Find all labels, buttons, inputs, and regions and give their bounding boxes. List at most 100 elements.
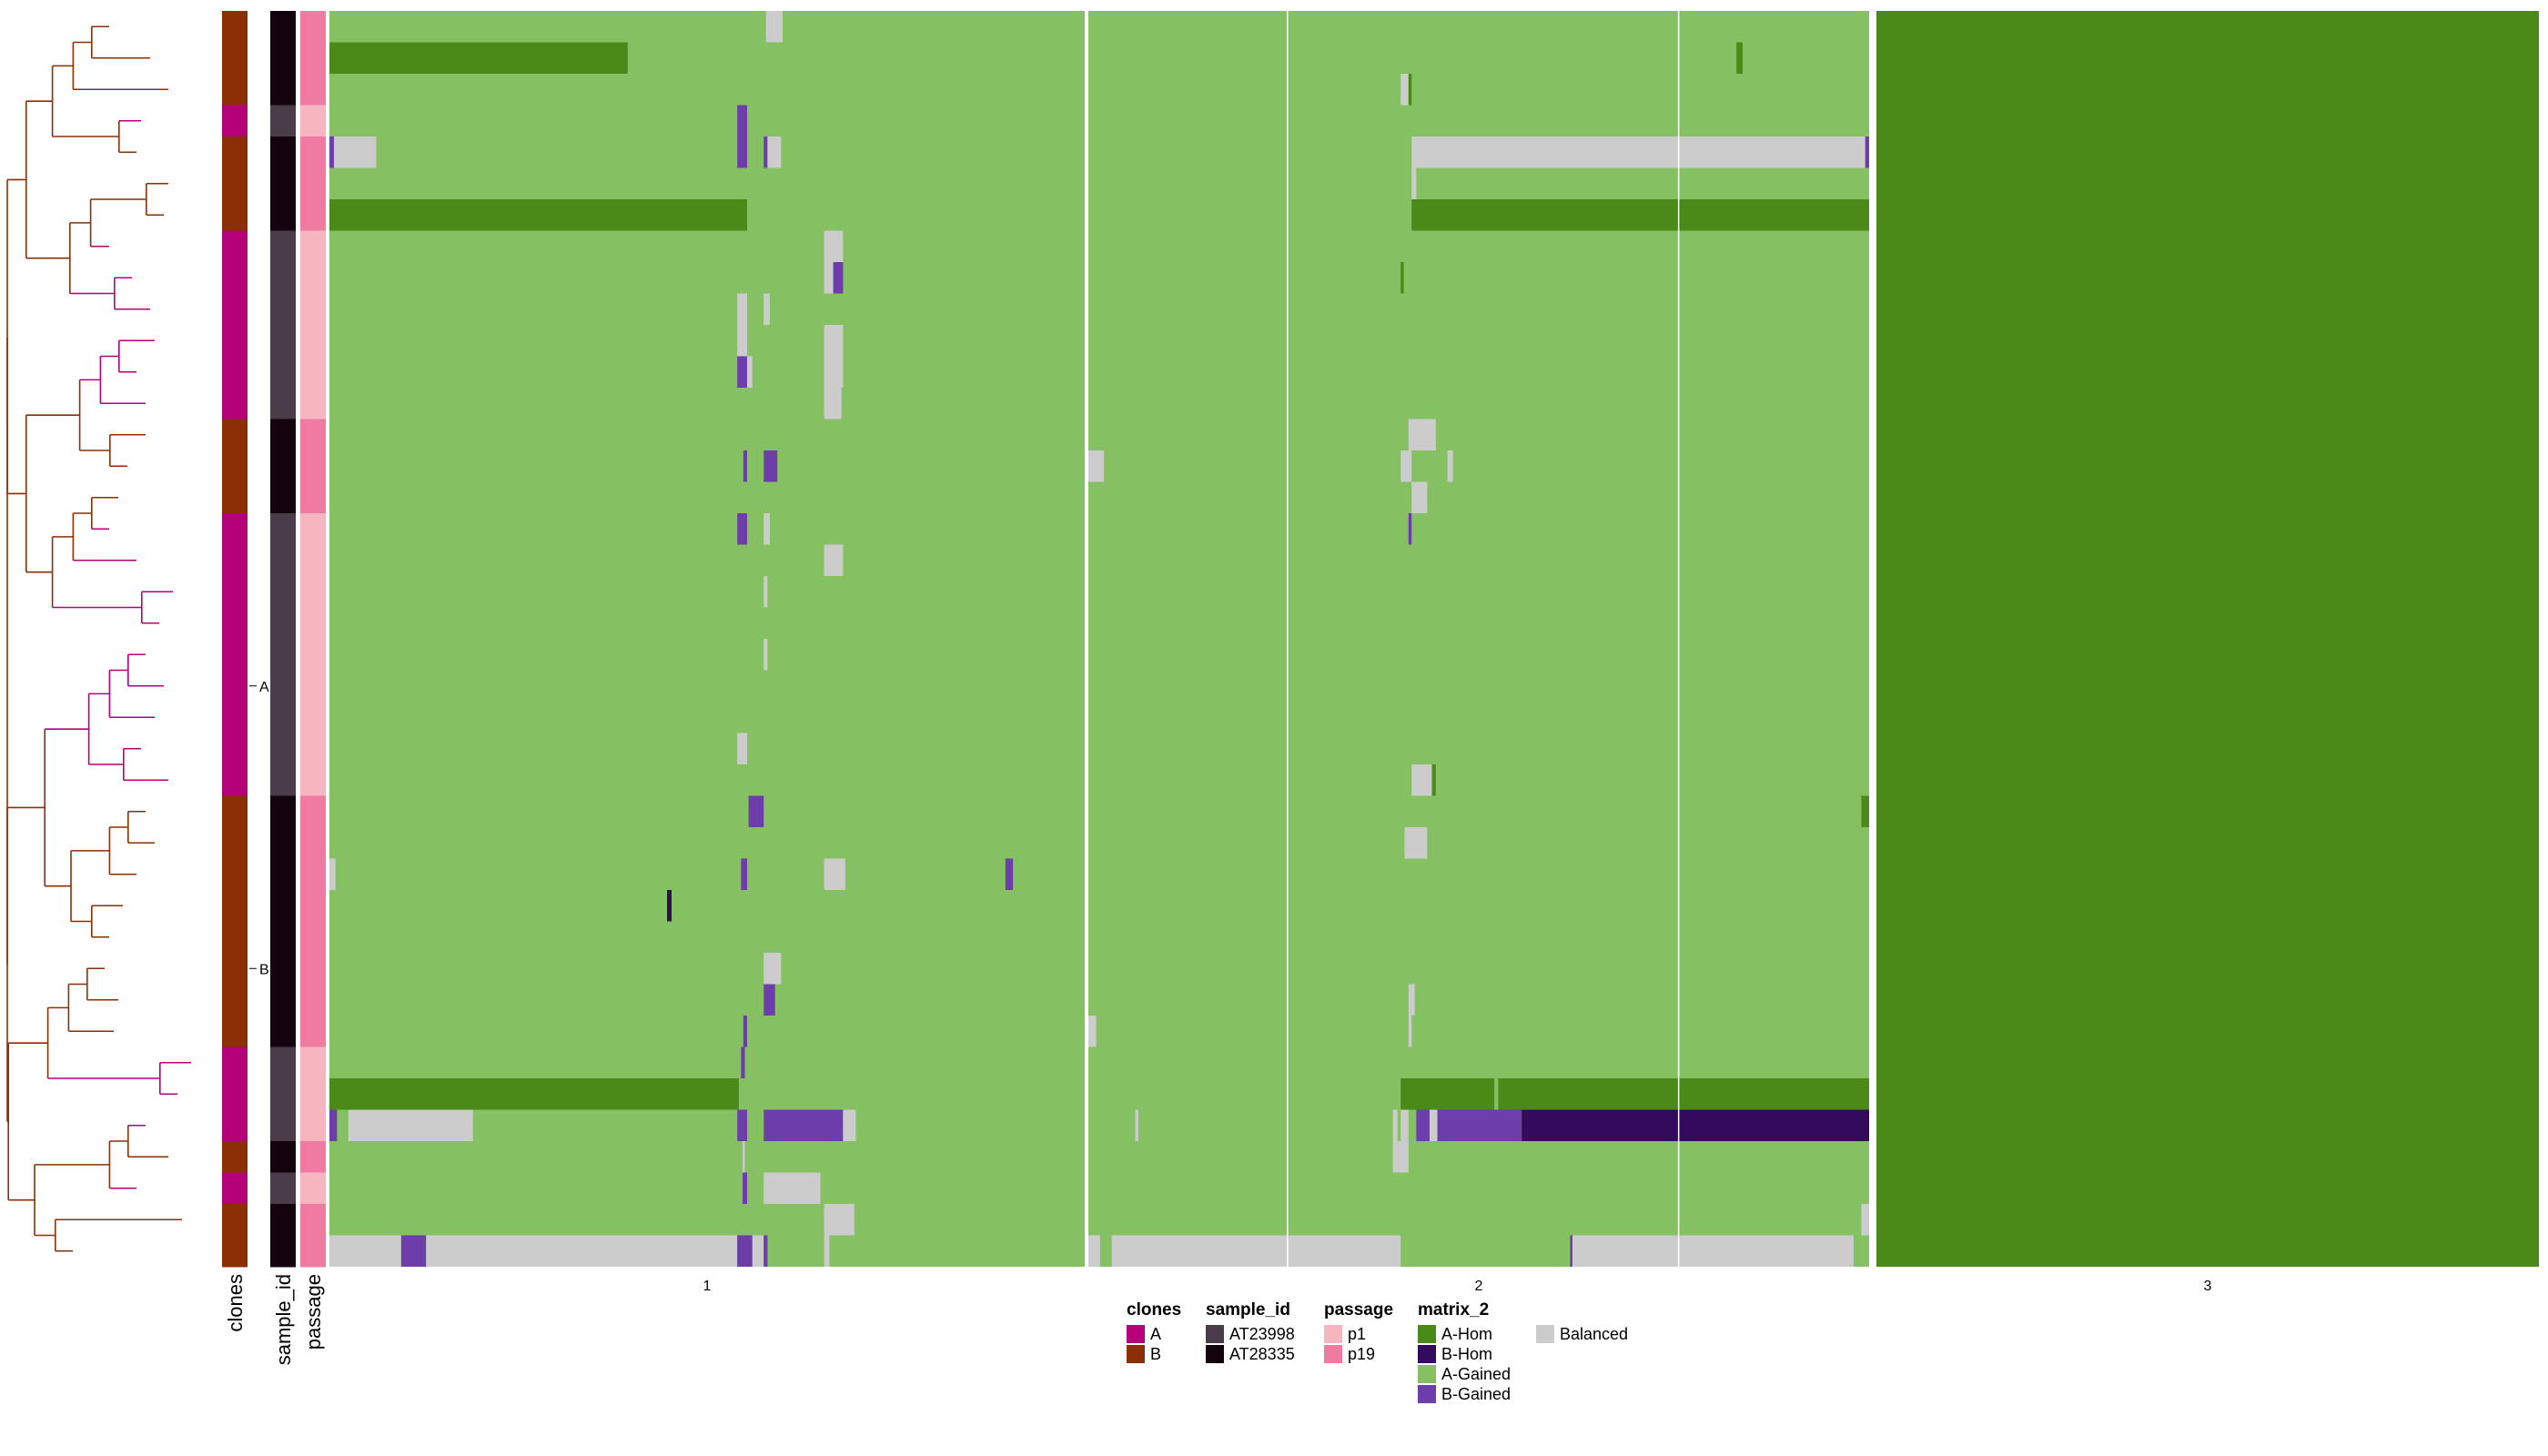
heatmap-segment — [763, 1172, 821, 1204]
heatmap-segment — [1005, 858, 1014, 890]
sample-id-track-cell — [270, 702, 296, 733]
sample-id-track-cell — [270, 1141, 296, 1173]
legend-title-matrix-2: matrix_2 — [1418, 1300, 1489, 1320]
legend-key-b-gained — [1418, 1385, 1436, 1403]
heatmap-segment — [763, 136, 768, 168]
heatmap-segment — [833, 262, 844, 294]
clones-track-cell — [222, 293, 248, 326]
clones-track-cell — [222, 795, 248, 828]
clones-track-cell — [222, 1046, 248, 1079]
split-label-A: A — [259, 680, 269, 695]
heatmap-segment — [1411, 136, 1866, 168]
passage-track-cell — [300, 450, 326, 482]
clones-track-cell — [222, 1078, 248, 1110]
passage-track-cell — [300, 325, 326, 357]
passage-track-cell — [300, 419, 326, 451]
passage-track-cell — [300, 230, 326, 263]
sample-id-track-cell — [270, 481, 296, 514]
clones-track-cell — [222, 1109, 248, 1142]
passage-track-cell — [300, 11, 326, 43]
heatmap-segment — [737, 293, 747, 325]
sample-id-track-cell — [270, 388, 296, 420]
clones-track-cell — [222, 1141, 248, 1173]
sample-id-track-cell — [270, 325, 296, 357]
clones-track-cell — [222, 607, 248, 640]
passage-track-cell — [300, 356, 326, 389]
heatmap-segment — [329, 42, 628, 74]
sample-id-track-cell — [270, 984, 296, 1016]
heatmap-segment — [348, 1109, 473, 1141]
sample-id-track-cell — [270, 1204, 296, 1236]
heatmap-group-3-background — [1876, 11, 2539, 1267]
sample-id-track-cell — [270, 607, 296, 640]
heatmap-segment — [1437, 1109, 1522, 1141]
sample-id-track-cell — [270, 1046, 296, 1079]
heatmap-segment — [1429, 1109, 1438, 1141]
legend-key-balanced — [1536, 1325, 1554, 1343]
passage-track-cell — [300, 1172, 326, 1205]
sample-id-track-cell — [270, 356, 296, 389]
passage-track-cell — [300, 1235, 326, 1268]
heatmap-segment — [1111, 1235, 1401, 1267]
clones-track-cell — [222, 136, 248, 168]
sample-id-track-cell — [270, 1172, 296, 1205]
passage-track-cell — [300, 764, 326, 796]
heatmap-segment — [737, 1109, 747, 1141]
passage-track-cell — [300, 481, 326, 514]
heatmap-segment — [1088, 1016, 1097, 1047]
legend-label-balanced: Balanced — [1560, 1325, 1628, 1343]
heatmap-segment — [1400, 262, 1404, 294]
clones-track-cell — [222, 450, 248, 482]
heatmap-segment — [1861, 1204, 1869, 1236]
heatmap-segment — [1865, 136, 1869, 168]
clones-track-cell — [222, 733, 248, 765]
clones-track-cell — [222, 890, 248, 922]
passage-track-title: passage — [302, 1274, 325, 1350]
heatmap-segment — [824, 325, 844, 357]
legend-label-p19: p19 — [1348, 1345, 1375, 1363]
heatmap-segment — [741, 858, 747, 890]
passage-track-cell — [300, 639, 326, 671]
heatmap-segment — [748, 795, 764, 827]
clones-track-cell — [222, 702, 248, 733]
sample-id-track-cell — [270, 858, 296, 891]
passage-track-cell — [300, 607, 326, 640]
heatmap-segment — [667, 890, 672, 922]
heatmap-segment — [1408, 1016, 1412, 1047]
legend-key-a-gained — [1418, 1365, 1436, 1383]
sample-id-track-cell — [270, 764, 296, 796]
legend-label-at28335: AT28335 — [1229, 1345, 1295, 1363]
clones-track-title: clones — [224, 1274, 247, 1332]
heatmap-body — [329, 11, 2539, 1267]
legend-label-b-hom: B-Hom — [1441, 1345, 1492, 1363]
heatmap-segment — [737, 325, 747, 357]
passage-track-cell — [300, 984, 326, 1016]
passage-track-cell — [300, 1109, 326, 1142]
heatmap-segment — [824, 388, 842, 420]
row-annotation-tracks — [222, 11, 326, 1268]
sample-id-track-cell — [270, 827, 296, 859]
heatmap-segment — [1431, 764, 1436, 796]
clones-track-cell — [222, 1016, 248, 1047]
annotation-track-titles: clones sample_id passage — [224, 1274, 325, 1365]
legend-label-at23998: AT23998 — [1229, 1325, 1295, 1343]
passage-track-cell — [300, 1046, 326, 1079]
heatmap-segment — [329, 1078, 739, 1110]
legend-key-p1 — [1324, 1325, 1342, 1343]
heatmap-segment — [1400, 1078, 1495, 1110]
passage-track-cell — [300, 513, 326, 545]
heatmap-segment — [763, 1235, 768, 1267]
heatmap-segment — [843, 1109, 856, 1141]
clones-track-cell — [222, 167, 248, 200]
heatmap-segment — [737, 136, 747, 168]
legend-key-a-hom — [1418, 1325, 1436, 1343]
legend-label-b: B — [1150, 1345, 1161, 1363]
passage-track-cell — [300, 136, 326, 168]
passage-track-cell — [300, 167, 326, 200]
heatmap-segment — [763, 513, 770, 545]
legend-key-at28335 — [1206, 1345, 1224, 1363]
heatmap-segment — [1411, 199, 1869, 231]
clones-track-cell — [222, 325, 248, 357]
clones-track-cell — [222, 639, 248, 671]
